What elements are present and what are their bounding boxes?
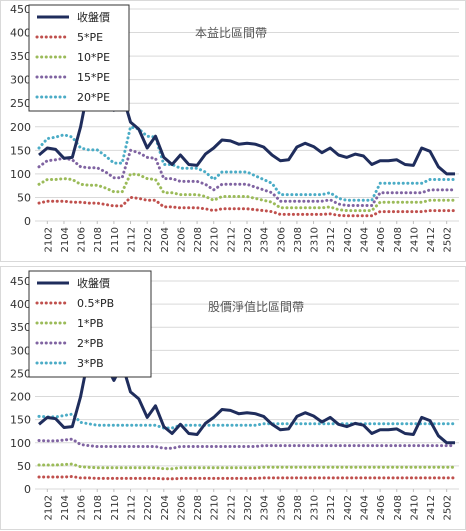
- pe-x-tick-2204: 2204: [160, 227, 171, 252]
- pe-band-chart-svg: 0 50 100 150 200 250 300 350 400 450 2102 2104 2106 2…: [10, 3, 459, 252]
- pb-x-tick-2212: 2212: [226, 495, 237, 520]
- pb-x-tick-2106: 2106: [77, 495, 88, 520]
- pb-y-tick-350: 350: [10, 321, 31, 334]
- pb-x-tick-2310: 2310: [310, 495, 321, 520]
- pe-x-tick-2108: 2108: [93, 227, 104, 252]
- pb-y-tick-300: 300: [10, 344, 31, 357]
- pb-series-line-1: [37, 474, 457, 481]
- pe-x-tick-2404: 2404: [359, 227, 370, 252]
- pe-y-tick-300: 300: [10, 74, 31, 87]
- pe-x-tick-2406: 2406: [376, 227, 387, 252]
- pe-x-tick-2210: 2210: [210, 227, 221, 252]
- pb-y-tick-150: 150: [10, 414, 31, 427]
- pb-band-chart: 0 50 100 150 200 250 300 350 400 450 2102 2104 2106 2…: [0, 266, 466, 530]
- pb-series-line-2: [37, 462, 457, 471]
- pe-legend-label-1: 5*PE: [77, 31, 103, 44]
- pe-y-tick-50: 50: [17, 191, 31, 204]
- pb-x-tick-2210: 2210: [210, 495, 221, 520]
- pe-legend-label-4: 20*PE: [77, 91, 110, 104]
- pb-x-tick-2312: 2312: [326, 495, 337, 520]
- pb-y-tick-400: 400: [10, 298, 31, 311]
- pb-legend-box: [28, 270, 152, 378]
- pe-series-line-2: [37, 172, 457, 213]
- pb-legend-label-0: 收盤價: [77, 276, 110, 290]
- pb-x-tick-2412: 2412: [426, 495, 437, 520]
- pe-x-tick-2212: 2212: [226, 227, 237, 252]
- pe-x-tick-2412: 2412: [426, 227, 437, 252]
- pe-legend-label-0: 收盤價: [77, 10, 110, 24]
- pb-x-tick-2208: 2208: [193, 495, 204, 520]
- pe-chart-title: 本益比區間帶: [195, 26, 267, 40]
- pe-x-tick-2202: 2202: [143, 227, 154, 252]
- pe-x-tick-2112: 2112: [127, 227, 138, 252]
- pe-x-tick-2306: 2306: [276, 227, 287, 252]
- pb-x-tick-2308: 2308: [293, 495, 304, 520]
- pb-legend-label-4: 3*PB: [77, 357, 104, 370]
- pb-x-tick-2108: 2108: [93, 495, 104, 520]
- pe-band-chart: 0 50 100 150 200 250 300 350 400 450 2102 2104 2106 2…: [0, 0, 466, 262]
- pe-x-tick-2206: 2206: [176, 227, 187, 252]
- pe-legend-label-3: 15*PE: [77, 71, 110, 84]
- pe-x-tick-2308: 2308: [293, 227, 304, 252]
- pb-x-tick-2102: 2102: [43, 495, 54, 520]
- pb-x-tick-2302: 2302: [243, 495, 254, 520]
- pe-x-tick-2102: 2102: [43, 227, 54, 252]
- pe-x-tick-2110: 2110: [110, 227, 121, 252]
- pe-y-tick-250: 250: [10, 97, 31, 110]
- pb-legend-label-3: 2*PB: [77, 337, 104, 350]
- pb-x-tick-2402: 2402: [343, 495, 354, 520]
- pe-y-tick-350: 350: [10, 50, 31, 63]
- pe-x-tick-2502: 2502: [443, 227, 454, 252]
- pe-x-tick-2312: 2312: [326, 227, 337, 252]
- pe-series-line-1: [37, 195, 457, 218]
- pb-y-tick-250: 250: [10, 367, 31, 380]
- pb-chart-title: 股價淨值比區間帶: [208, 299, 304, 314]
- pb-x-tick-2204: 2204: [160, 495, 171, 520]
- pe-x-tick-2408: 2408: [393, 227, 404, 252]
- pe-legend-label-2: 10*PE: [77, 51, 110, 64]
- pb-x-tick-2408: 2408: [393, 495, 404, 520]
- pe-series-line-4: [37, 124, 457, 202]
- pe-y-tick-450: 450: [10, 3, 31, 16]
- pb-band-chart-svg: 0 50 100 150 200 250 300 350 400 450 2102 2104 2106 2…: [10, 270, 459, 520]
- pb-x-tick-2206: 2206: [176, 495, 187, 520]
- pe-x-tick-2106: 2106: [77, 227, 88, 252]
- pb-y-tick-200: 200: [10, 391, 31, 404]
- pb-y-tick-0: 0: [24, 483, 31, 496]
- pb-x-tick-2404: 2404: [359, 495, 370, 520]
- pe-x-tick-2410: 2410: [409, 227, 420, 252]
- pb-x-tick-2110: 2110: [110, 495, 121, 520]
- pb-x-tick-2306: 2306: [276, 495, 287, 520]
- pe-x-tick-2304: 2304: [260, 227, 271, 252]
- pe-y-tick-0: 0: [24, 215, 31, 228]
- pb-x-tick-2112: 2112: [127, 495, 138, 520]
- pb-x-tick-2202: 2202: [143, 495, 154, 520]
- pe-y-tick-400: 400: [10, 27, 31, 40]
- pe-x-tick-2104: 2104: [60, 227, 71, 252]
- pb-series-line-4: [37, 412, 457, 430]
- pb-y-tick-100: 100: [10, 437, 31, 450]
- pb-x-tick-2104: 2104: [60, 495, 71, 520]
- pe-x-tick-2302: 2302: [243, 227, 254, 252]
- pb-y-tick-50: 50: [17, 460, 31, 473]
- pe-y-tick-150: 150: [10, 144, 31, 157]
- pb-legend-label-2: 1*PB: [77, 317, 104, 330]
- pe-x-tick-2208: 2208: [193, 227, 204, 252]
- pe-x-tick-2310: 2310: [310, 227, 321, 252]
- pe-y-tick-100: 100: [10, 168, 31, 181]
- pb-x-tick-2502: 2502: [443, 495, 454, 520]
- pb-x-tick-2410: 2410: [409, 495, 420, 520]
- pe-x-tick-2402: 2402: [343, 227, 354, 252]
- pb-x-tick-2304: 2304: [260, 495, 271, 520]
- pb-legend-label-1: 0.5*PB: [77, 297, 114, 310]
- pe-y-tick-200: 200: [10, 121, 31, 134]
- pb-y-tick-450: 450: [10, 275, 31, 288]
- pb-series-line-3: [37, 437, 457, 450]
- pb-x-tick-2406: 2406: [376, 495, 387, 520]
